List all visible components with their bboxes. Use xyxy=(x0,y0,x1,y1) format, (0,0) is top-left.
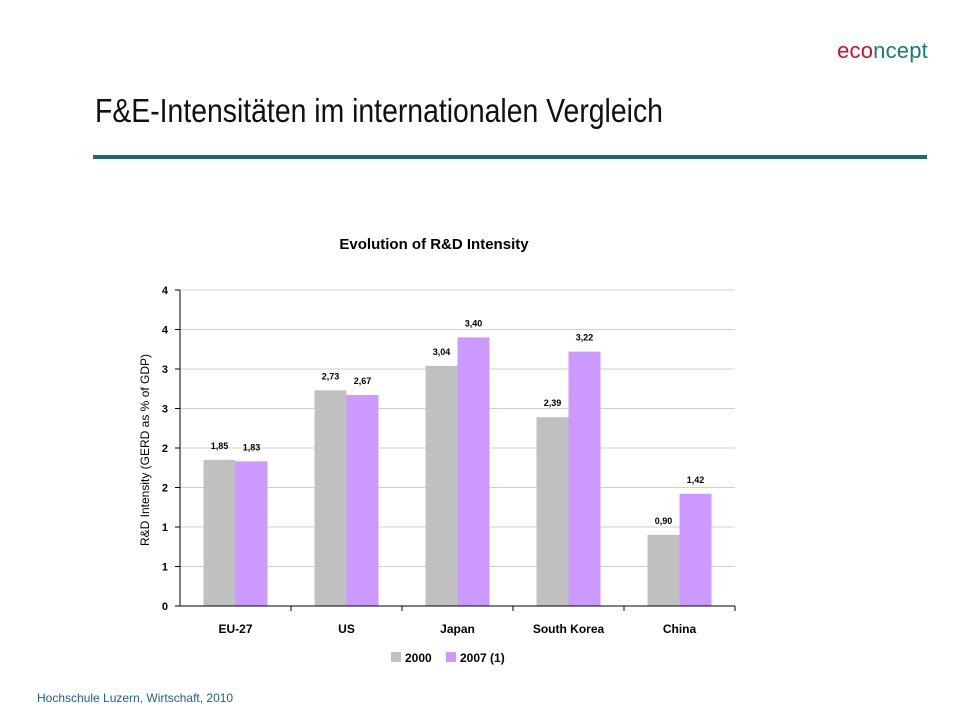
data-label: 3,04 xyxy=(433,347,451,357)
y-tick-label: 3 xyxy=(162,364,168,376)
x-tick-label: EU-27 xyxy=(218,622,252,636)
y-tick-label: 3 xyxy=(162,404,168,416)
y-tick-label: 4 xyxy=(162,285,169,297)
x-tick-label: China xyxy=(663,622,697,636)
data-label: 2,39 xyxy=(544,398,562,408)
title-rule xyxy=(93,155,927,159)
bar-series1 xyxy=(314,390,347,606)
legend-swatch xyxy=(446,652,456,662)
bar-series2 xyxy=(679,493,712,606)
data-label: 3,22 xyxy=(576,333,594,343)
footer-text: Hochschule Luzern, Wirtschaft, 2010 xyxy=(37,691,234,705)
bar-series2 xyxy=(457,337,490,606)
brand-logo-part-eco: eco xyxy=(837,38,874,63)
y-tick-label: 0 xyxy=(162,601,168,613)
bar-series2 xyxy=(568,351,601,606)
data-label: 0,90 xyxy=(655,516,673,526)
y-tick-label: 2 xyxy=(162,483,168,495)
legend-label: 2000 xyxy=(405,651,432,665)
y-tick-label: 4 xyxy=(162,325,169,337)
y-tick-label: 1 xyxy=(162,522,168,534)
slide-title: F&E-Intensitäten im internationalen Verg… xyxy=(95,92,663,129)
x-tick-label: South Korea xyxy=(533,622,605,636)
chart-title: Evolution of R&D Intensity xyxy=(339,236,529,253)
bar-series1 xyxy=(536,417,569,606)
bar-series1 xyxy=(647,534,680,606)
data-label: 1,85 xyxy=(211,441,229,451)
data-label: 2,73 xyxy=(322,371,340,381)
bar-series1 xyxy=(425,365,458,606)
bar-series2 xyxy=(235,461,268,606)
data-label: 2,67 xyxy=(354,376,372,386)
legend-label: 2007 (1) xyxy=(460,651,505,665)
brand-logo-part-ncept: ncept xyxy=(873,38,928,63)
legend-swatch xyxy=(391,652,401,662)
x-tick-label: US xyxy=(338,622,355,636)
data-label: 3,40 xyxy=(465,318,483,328)
data-label: 1,83 xyxy=(243,442,261,452)
y-tick-label: 1 xyxy=(162,562,168,574)
y-tick-label: 2 xyxy=(162,443,168,455)
x-tick-label: Japan xyxy=(440,622,475,636)
brand-logo: econcept xyxy=(837,38,928,64)
y-axis-label: R&D Intensity (GERD as % of GDP) xyxy=(138,354,152,546)
data-label: 1,42 xyxy=(687,475,705,485)
bar-series1 xyxy=(203,459,236,606)
bar-series2 xyxy=(346,395,379,606)
